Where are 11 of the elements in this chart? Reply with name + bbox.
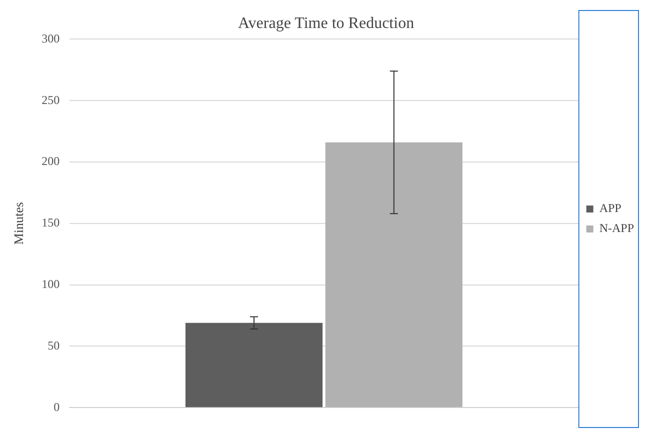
y-tick-label: 0 <box>54 400 60 414</box>
legend-label: APP <box>599 201 622 216</box>
chart-title: Average Time to Reduction <box>238 14 414 32</box>
legend-label: N-APP <box>599 221 634 236</box>
y-tick-label: 100 <box>42 276 60 291</box>
y-axis-title: Minutes <box>11 202 26 245</box>
y-tick-label: 250 <box>42 92 60 107</box>
y-tick-label: 200 <box>42 154 60 168</box>
y-tick-label: 300 <box>42 31 60 46</box>
y-tick-label: 150 <box>42 216 60 230</box>
y-tick-label: 50 <box>48 338 60 352</box>
